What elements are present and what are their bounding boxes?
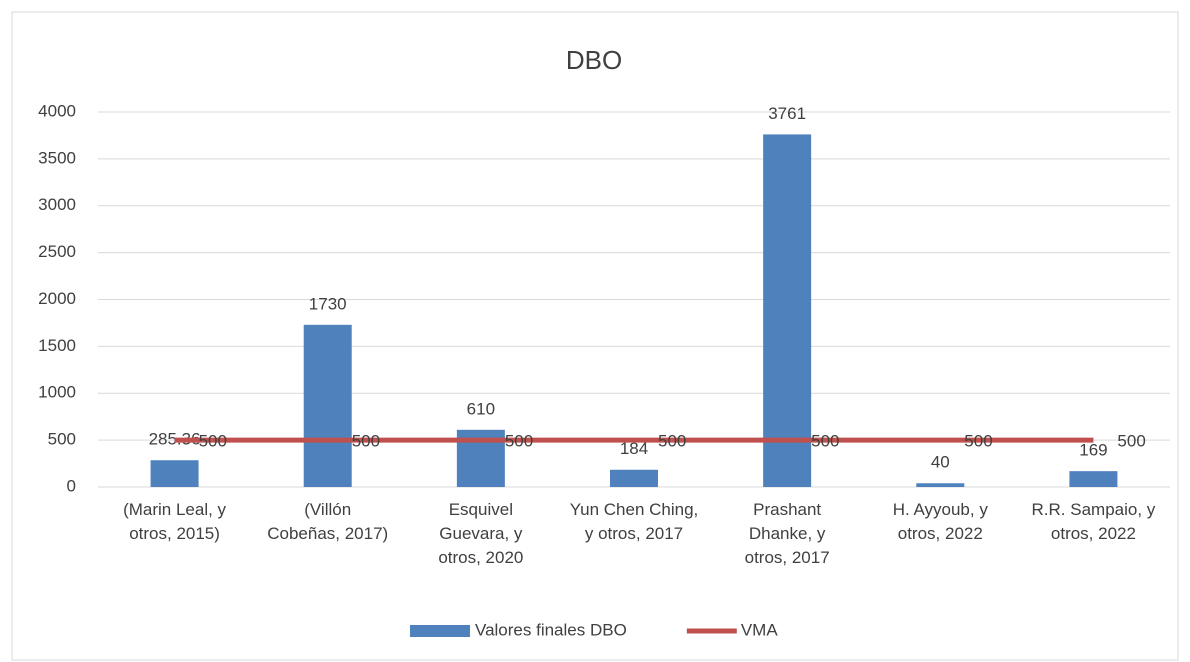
data-label: 500 (352, 432, 380, 451)
bar (303, 324, 352, 487)
data-label: 184 (620, 439, 648, 458)
y-tick-label: 3500 (38, 148, 76, 167)
data-label: 610 (467, 399, 495, 418)
x-tick-label: R.R. Sampaio, y otros, 2022 (1032, 500, 1156, 543)
legend-label: VMA (741, 620, 779, 639)
y-tick-label: 2000 (38, 289, 76, 308)
chart-title: DBO (566, 45, 622, 75)
y-tick-label: 1000 (38, 383, 76, 402)
y-tick-label: 4000 (38, 101, 76, 120)
x-tick-label: Yun Chen Ching, y otros, 2017 (570, 500, 699, 543)
x-tick-label: (Marin Leal, y otros, 2015) (123, 500, 226, 543)
y-tick-label: 1500 (38, 336, 76, 355)
data-label: 40 (931, 453, 950, 472)
data-label: 500 (505, 432, 533, 451)
data-label: 500 (199, 432, 227, 451)
x-tick-label: H. Ayyoub, y otros, 2022 (893, 500, 989, 543)
data-label: 169 (1079, 441, 1107, 460)
bar (610, 469, 658, 487)
chart-border (11, 11, 1179, 661)
data-label: 500 (658, 432, 686, 451)
x-tick-label: (Villón Cobeñas, 2017) (267, 500, 388, 543)
data-label: 500 (811, 432, 839, 451)
legend-label: Valores finales DBO (475, 620, 627, 639)
x-tick-label: Prashant Dhanke, y otros, 2017 (745, 500, 830, 567)
y-tick-label: 0 (67, 476, 76, 495)
data-label: 500 (1117, 432, 1145, 451)
bar (916, 483, 965, 487)
bar (763, 134, 812, 487)
legend-swatch (410, 625, 470, 637)
y-tick-label: 2500 (38, 242, 76, 261)
y-tick-label: 500 (48, 430, 76, 449)
y-tick-label: 3000 (38, 195, 76, 214)
x-tick-label: Esquivel Guevara, y otros, 2020 (438, 500, 523, 567)
data-label: 3761 (768, 104, 806, 123)
bar (1069, 471, 1118, 487)
bar (150, 460, 199, 487)
data-label: 1730 (309, 294, 347, 313)
data-label: 500 (964, 432, 992, 451)
